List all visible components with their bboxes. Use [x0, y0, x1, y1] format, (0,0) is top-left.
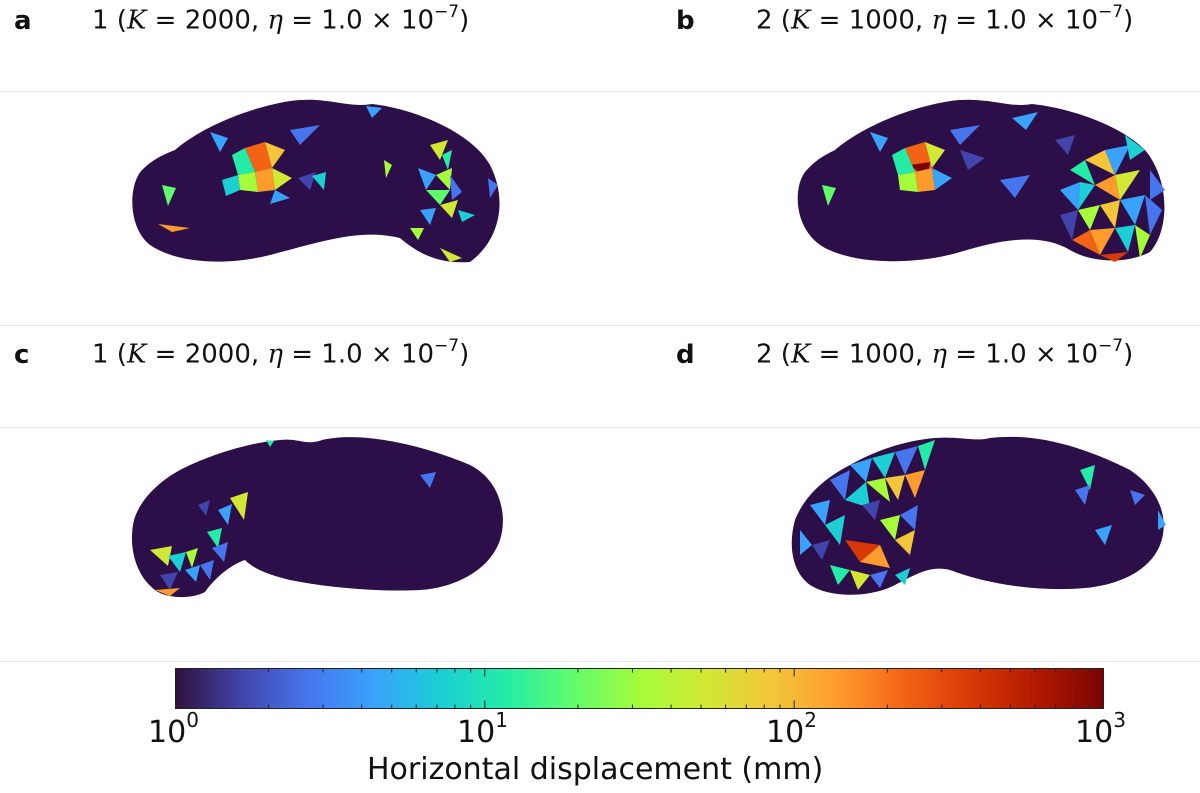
k-symbol: K	[790, 339, 811, 370]
k-symbol: K	[126, 5, 147, 36]
colorbar-tick-label: 100	[148, 708, 199, 750]
panel-letter-d: d	[676, 340, 695, 370]
eta-value: = 1.0 × 10	[282, 339, 435, 370]
displacement-facets	[150, 440, 436, 596]
panel-title-prefix: 1 (	[92, 5, 127, 36]
displacement-facets	[800, 440, 1166, 590]
separator-line	[0, 661, 1200, 662]
separator-line	[0, 325, 1200, 326]
displacement-facets	[822, 112, 1165, 262]
panel-title-d: 2 (K = 1000, η = 1.0 × 10−7)	[756, 336, 1134, 370]
separator-line	[0, 91, 1200, 92]
eta-symbol: η	[267, 339, 283, 370]
panel-title-suffix: )	[1123, 5, 1134, 36]
displacement-facets	[158, 106, 498, 262]
separator-line	[0, 427, 1200, 428]
colorbar-gradient	[175, 668, 1104, 709]
panel-title-c: 1 (K = 2000, η = 1.0 × 10−7)	[92, 336, 470, 370]
k-value: = 1000,	[810, 5, 932, 36]
eta-symbol: η	[931, 339, 947, 370]
k-value: = 1000,	[810, 339, 932, 370]
colorbar-label: Horizontal displacement (mm)	[367, 752, 824, 787]
eta-symbol: η	[267, 5, 283, 36]
k-symbol: K	[126, 339, 147, 370]
eta-symbol: η	[931, 5, 947, 36]
panel-title-suffix: )	[1123, 339, 1134, 370]
panel-letter-a: a	[14, 6, 32, 36]
panel-title-prefix: 2 (	[756, 5, 791, 36]
colorbar-tick-label: 101	[457, 708, 508, 750]
panel-title-suffix: )	[459, 339, 470, 370]
panel-letter-b: b	[676, 6, 695, 36]
k-symbol: K	[790, 5, 811, 36]
eta-exponent: −7	[434, 336, 460, 356]
panel-title-a: 1 (K = 2000, η = 1.0 × 10−7)	[92, 2, 470, 36]
eta-exponent: −7	[1098, 2, 1124, 22]
eta-value: = 1.0 × 10	[282, 5, 435, 36]
eta-exponent: −7	[1098, 336, 1124, 356]
eta-exponent: −7	[434, 2, 460, 22]
panel-letter-c: c	[14, 340, 30, 370]
eta-value: = 1.0 × 10	[946, 5, 1099, 36]
panel-title-suffix: )	[459, 5, 470, 36]
k-value: = 2000,	[146, 5, 268, 36]
k-value: = 2000,	[146, 339, 268, 370]
panel-title-prefix: 2 (	[756, 339, 791, 370]
panel-title-prefix: 1 (	[92, 339, 127, 370]
eta-value: = 1.0 × 10	[946, 339, 1099, 370]
panel-title-b: 2 (K = 1000, η = 1.0 × 10−7)	[756, 2, 1134, 36]
colorbar	[175, 668, 1104, 709]
colorbar-minor-ticks	[175, 668, 1090, 709]
colorbar-tick-label: 102	[766, 708, 817, 750]
colorbar-tick-label: 103	[1075, 708, 1126, 750]
